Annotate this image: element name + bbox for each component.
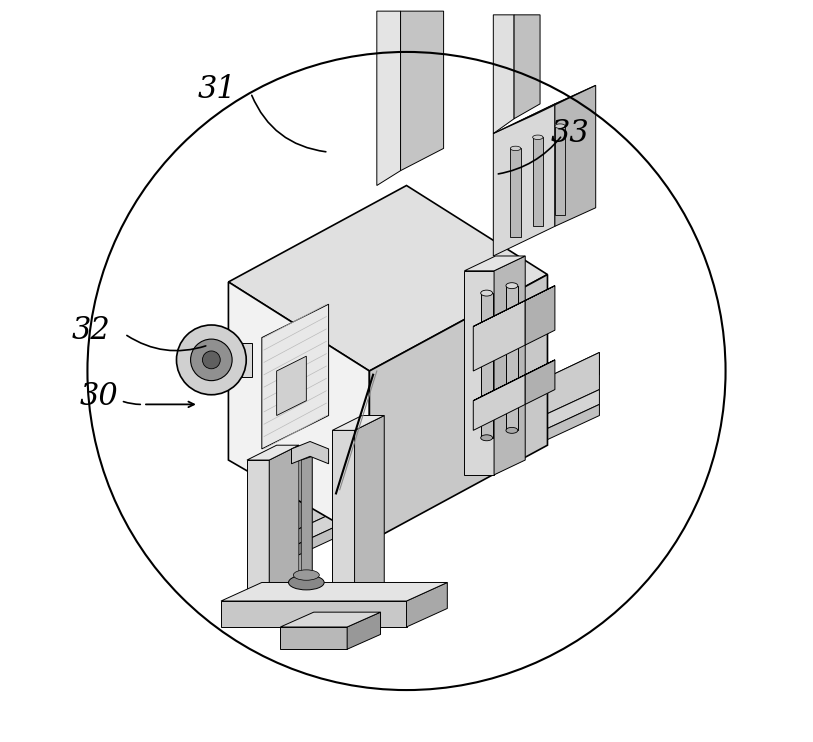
Polygon shape [224,343,252,377]
Polygon shape [473,301,525,371]
Polygon shape [493,15,514,134]
Polygon shape [247,460,269,612]
Polygon shape [473,360,555,401]
Polygon shape [347,612,380,649]
Circle shape [202,351,220,369]
Polygon shape [295,352,599,531]
Polygon shape [301,456,312,582]
Polygon shape [228,186,547,371]
Polygon shape [221,601,406,627]
Polygon shape [494,256,525,475]
Circle shape [190,339,233,381]
Polygon shape [280,627,347,649]
Polygon shape [269,445,299,612]
Ellipse shape [511,146,521,151]
Ellipse shape [480,290,493,296]
Polygon shape [295,352,599,519]
Polygon shape [295,390,599,545]
Polygon shape [406,582,447,627]
Bar [533,137,543,226]
Polygon shape [401,11,444,171]
Ellipse shape [289,575,324,590]
Bar [555,126,565,215]
Bar [506,286,518,430]
Polygon shape [262,304,328,449]
Text: 30: 30 [79,381,118,413]
Ellipse shape [293,570,320,580]
Polygon shape [555,85,596,226]
Polygon shape [473,375,525,430]
Polygon shape [221,582,447,601]
Polygon shape [493,104,555,256]
Ellipse shape [533,135,543,139]
Polygon shape [333,416,385,430]
Ellipse shape [506,427,518,433]
Polygon shape [493,85,596,134]
Bar [480,293,493,438]
Polygon shape [295,404,599,556]
Ellipse shape [480,435,493,441]
Circle shape [176,325,246,395]
Polygon shape [354,416,385,601]
Polygon shape [525,286,555,345]
Polygon shape [473,286,555,326]
Bar [511,148,521,237]
Polygon shape [276,356,307,416]
Ellipse shape [555,124,565,128]
Text: 31: 31 [198,73,237,105]
Polygon shape [464,271,494,475]
Polygon shape [228,282,369,542]
Polygon shape [280,612,380,627]
Polygon shape [369,275,547,542]
Polygon shape [247,445,299,460]
Text: 32: 32 [72,315,111,346]
Polygon shape [333,430,354,601]
Ellipse shape [506,283,518,289]
Polygon shape [464,256,525,271]
Text: 33: 33 [550,118,589,149]
Polygon shape [514,15,540,119]
Polygon shape [292,441,328,464]
Polygon shape [376,11,401,185]
Polygon shape [525,360,555,404]
